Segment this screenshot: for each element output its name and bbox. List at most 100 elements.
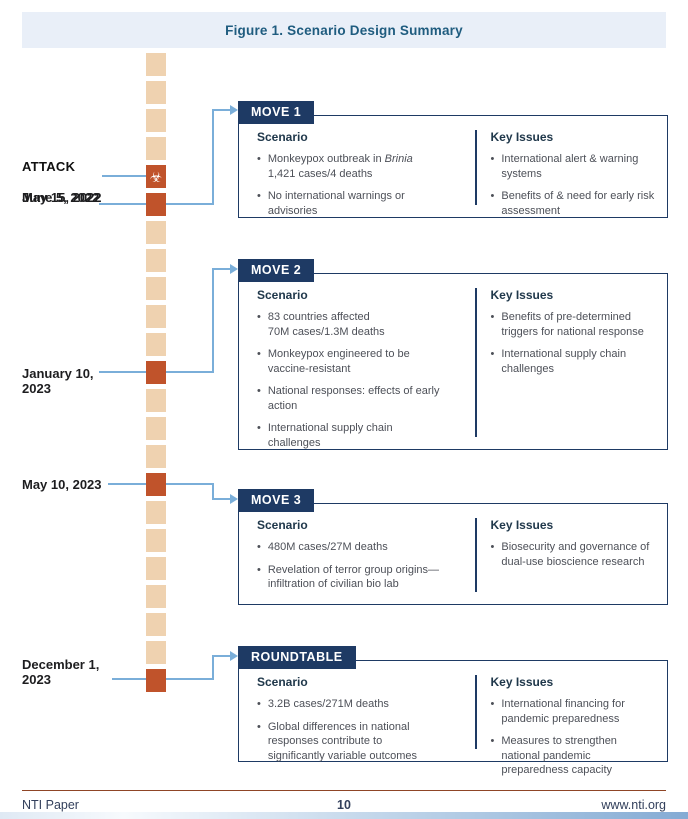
bullet-icon: • [257, 153, 261, 165]
bullet-item: • National responses: effects of early ac… [257, 385, 440, 412]
timeline-label-jan10: January 10, 2023 [22, 366, 94, 397]
timeline-label-dec1: December 1, 2023 [22, 657, 100, 688]
timeline-label-attack: ATTACK May 15, 2022 [22, 144, 102, 221]
roundtable-key-issues-column: Key Issues • International financing for … [477, 675, 658, 776]
timeline-square [146, 529, 166, 552]
roundtable-box: Scenario • 3.2B cases/271M deaths • Global … [238, 660, 668, 776]
timeline-square [146, 669, 166, 692]
key-issues-bullet-list: • Benefits of pre-determined triggers for… [491, 310, 658, 376]
figure-title: Figure 1. Scenario Design Summary [225, 22, 463, 38]
bullet-icon: • [257, 385, 261, 398]
timeline-square [146, 389, 166, 412]
connector-line [212, 498, 231, 500]
column-divider [475, 675, 477, 749]
arrow-icon [230, 264, 238, 274]
scenario-heading: Scenario [257, 288, 308, 302]
page-number: 10 [337, 798, 351, 812]
key-issues-heading: Key Issues [490, 675, 554, 689]
connector-line [212, 109, 231, 111]
connector-line [212, 483, 214, 500]
timeline-label-may10: May 10, 2023 [22, 477, 102, 492]
bullet-item: • Benefits of & need for early risk asses… [490, 190, 655, 217]
timeline-square [146, 557, 166, 580]
timeline-square [146, 333, 166, 356]
connector-line [212, 655, 231, 657]
bullet-icon: • [257, 311, 261, 323]
bullet-icon: • [257, 348, 261, 361]
attack-date: May 15, 2022 [22, 189, 102, 205]
figure-title-band: Figure 1. Scenario Design Summary [22, 12, 666, 48]
bullet-item: • 3.2B cases/271M deaths [257, 698, 389, 710]
arrow-icon [230, 651, 238, 661]
move-2-header: MOVE 2 [238, 259, 315, 282]
bullet-item: • Monkeypox outbreak in Brinia 1,421 case… [257, 153, 413, 180]
timeline-attack-square: ☣ [146, 165, 166, 188]
key-issues-bullet-list: • International alert & warning systems • B… [491, 152, 658, 218]
timeline-square [146, 613, 166, 636]
bullet-item: • Biosecurity and governance of dual-use … [490, 541, 650, 568]
timeline: ☣ [146, 53, 166, 697]
bullet-item: • Revelation of terror group origins—infi… [257, 563, 440, 591]
timeline-square [146, 473, 166, 496]
timeline-square [146, 361, 166, 384]
timeline-square [146, 249, 166, 272]
key-issues-heading: Key Issues [490, 130, 554, 144]
bullet-icon: • [257, 698, 261, 710]
roundtable-header: ROUNDTABLE [238, 646, 356, 669]
column-divider [475, 288, 477, 437]
column-divider [475, 130, 477, 205]
bullet-item: • International supply chain challenges [257, 422, 393, 449]
bottom-gradient-band [0, 812, 688, 819]
timeline-label-june5: June 5, 2022 [22, 190, 100, 205]
timeline-square [146, 501, 166, 524]
bullet-icon: • [490, 190, 495, 203]
timeline-square [146, 417, 166, 440]
bullet-icon: • [490, 153, 495, 165]
timeline-square [146, 193, 166, 216]
bullet-icon: • [257, 563, 261, 576]
move-3-header: MOVE 3 [238, 489, 315, 512]
roundtable-scenario-column: Scenario • 3.2B cases/271M deaths • Global … [257, 675, 475, 762]
bullet-item: • Monkeypox engineered to be vaccine-resi… [257, 348, 410, 375]
bullet-icon: • [490, 348, 495, 361]
bullet-icon: • [257, 190, 261, 203]
key-issues-bullet-list: • International financing for pandemic pr… [491, 697, 658, 778]
scenario-bullet-list: • Monkeypox outbreak in Brinia 1,421 case… [257, 152, 442, 218]
connector-line [212, 268, 231, 270]
scenario-bullet-list: • 3.2B cases/271M deaths • Global differenc… [257, 697, 442, 763]
move-1-header: MOVE 1 [238, 101, 315, 124]
move-2-box: Scenario • 83 countries affected 70M case… [238, 273, 668, 450]
footer-website: www.nti.org [601, 798, 667, 812]
timeline-square [146, 445, 166, 468]
bullet-icon: • [490, 541, 495, 553]
bullet-icon: • [257, 720, 261, 733]
key-issues-bullet-list: • Biosecurity and governance of dual-use … [491, 540, 658, 569]
timeline-square [146, 81, 166, 104]
biohazard-icon: ☣ [149, 168, 163, 185]
timeline-square [146, 305, 166, 328]
arrow-icon [230, 494, 238, 504]
connector-line [212, 655, 214, 680]
bullet-icon: • [257, 541, 261, 553]
scenario-heading: Scenario [257, 130, 308, 144]
move-1-box: Scenario • Monkeypox outbreak in Brinia 1… [238, 115, 668, 218]
bullet-item: • 83 countries affected 70M cases/1.3M de… [257, 311, 385, 338]
bullet-icon: • [490, 311, 495, 323]
footer-paper-name: NTI Paper [22, 798, 79, 812]
move-3-key-issues-column: Key Issues • Biosecurity and governance o… [477, 518, 658, 596]
bullet-item: • Benefits of pre-determined triggers for… [490, 311, 644, 338]
timeline-square [146, 53, 166, 76]
connector-line [212, 268, 214, 373]
bullet-item: • No international warnings or advisories [257, 190, 405, 217]
scenario-heading: Scenario [257, 675, 308, 689]
timeline-square [146, 277, 166, 300]
bullet-item: • International alert & warning systems [490, 153, 639, 180]
move-2-key-issues-column: Key Issues • Benefits of pre-determined t… [477, 288, 658, 441]
column-divider [475, 518, 477, 592]
bullet-icon: • [490, 735, 495, 748]
bullet-item: • 480M cases/27M deaths [257, 541, 388, 553]
move-3-box: Scenario • 480M cases/27M deaths • Revelati… [238, 503, 668, 605]
scenario-heading: Scenario [257, 518, 308, 532]
move-1-scenario-column: Scenario • Monkeypox outbreak in Brinia 1… [257, 130, 475, 217]
